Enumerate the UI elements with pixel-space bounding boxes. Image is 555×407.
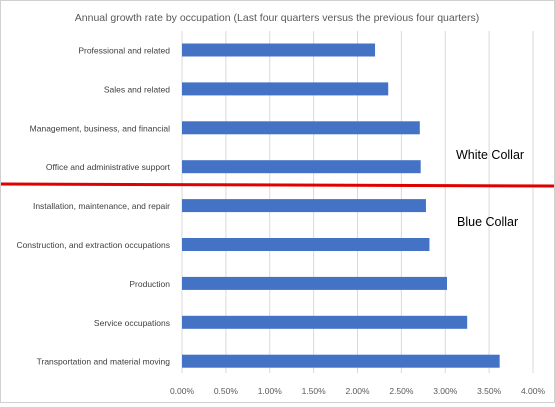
- bar: [182, 315, 468, 329]
- category-label: Installation, maintenance, and repair: [33, 201, 170, 211]
- bar: [182, 43, 376, 57]
- category-label: Construction, and extraction occupations: [16, 240, 170, 250]
- x-tick-label: 3.50%: [477, 386, 502, 396]
- x-tick-label: 4.00%: [521, 386, 546, 396]
- category-label: Management, business, and financial: [30, 123, 170, 133]
- category-label: Service occupations: [94, 318, 170, 328]
- white-collar-annotation: White Collar: [456, 148, 524, 162]
- bar: [182, 276, 448, 290]
- x-tick-labels: 0.00% 0.50% 1.00% 1.50% 2.00% 2.50% 3.00% 3.50%…: [170, 386, 546, 396]
- category-label: Professional and related: [78, 46, 170, 56]
- bar: [182, 160, 421, 174]
- x-tick-label: 1.00%: [258, 386, 283, 396]
- collar-divider-line: [0, 182, 555, 188]
- x-tick-label: 0.00%: [170, 386, 195, 396]
- bar: [182, 238, 430, 251]
- category-label: Office and administrative support: [46, 162, 171, 172]
- x-tick-label: 0.50%: [214, 386, 239, 396]
- x-tick-label: 2.00%: [345, 386, 370, 396]
- x-tick-label: 3.00%: [433, 386, 458, 396]
- bar: [182, 199, 426, 213]
- bars: [182, 43, 500, 368]
- category-label: Transportation and material moving: [37, 357, 171, 367]
- x-tick-label: 2.50%: [389, 386, 414, 396]
- chart-title: Annual growth rate by occupation (Last f…: [75, 12, 479, 24]
- category-labels: Professional and related Sales and relate…: [16, 46, 170, 367]
- blue-collar-annotation: Blue Collar: [457, 215, 518, 229]
- bar: [182, 82, 389, 96]
- category-label: Production: [129, 279, 170, 289]
- category-label: Sales and related: [104, 84, 170, 94]
- bar: [182, 354, 500, 368]
- bar: [182, 121, 420, 135]
- x-tick-label: 1.50%: [302, 386, 327, 396]
